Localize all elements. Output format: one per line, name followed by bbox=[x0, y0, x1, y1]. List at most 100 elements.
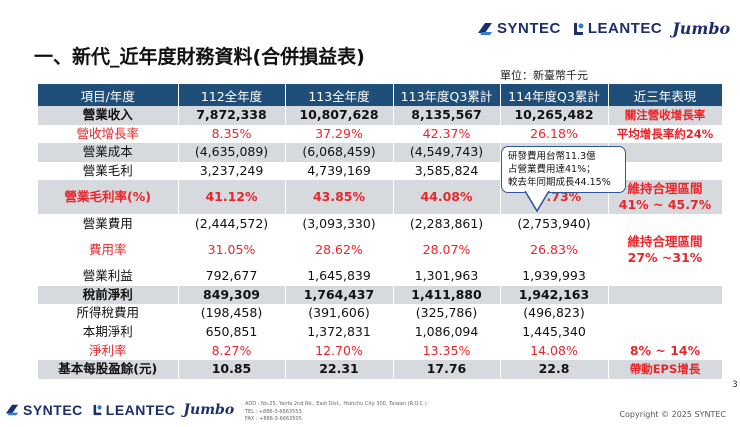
performance-note: 平均增長率約24% bbox=[608, 124, 723, 144]
rd-expense-callout: 研發費用台幣11.3億 占營業費用達41%； 較去年同期成長44.15% bbox=[501, 146, 626, 213]
cell-value: 10,265,482 bbox=[500, 106, 609, 125]
footer-syntec-logo: SYNTEC bbox=[4, 402, 83, 418]
cell-value: (496,823) bbox=[500, 304, 609, 323]
table-row: 營業費用 (2,444,572) (3,093,330) (2,283,861)… bbox=[38, 214, 723, 233]
table-row: 基本每股盈餘(元) 10.85 22.31 17.76 22.8 帶動EPS增長 bbox=[38, 359, 723, 379]
performance-note bbox=[608, 214, 723, 233]
footer-jumbo-logo: Jumbo bbox=[183, 402, 234, 418]
header-113-q3: 113年度Q3累計 bbox=[393, 84, 501, 106]
header-112: 112全年度 bbox=[178, 84, 286, 106]
address-text: ADD : No.25, Yanfa 2nd Rd., East Dist., … bbox=[245, 401, 427, 407]
cell-value: 1,086,094 bbox=[393, 322, 501, 342]
syntec-logo: SYNTEC bbox=[476, 20, 561, 37]
cell-value: 31.05% bbox=[178, 232, 286, 267]
table-row: 所得稅費用 (198,458) (391,606) (325,786) (496… bbox=[38, 304, 723, 323]
cell-value: (4,549,743) bbox=[393, 143, 501, 162]
cell-value: 28.62% bbox=[285, 232, 394, 267]
company-contact: ADD : No.25, Yanfa 2nd Rd., East Dist., … bbox=[245, 401, 427, 424]
cell-value: 26.83% bbox=[500, 232, 609, 267]
cell-value: (198,458) bbox=[178, 304, 286, 323]
cell-value: 1,445,340 bbox=[500, 322, 609, 342]
cell-value: 10.85 bbox=[178, 359, 286, 379]
table-row: 稅前淨利 849,309 1,764,437 1,411,880 1,942,1… bbox=[38, 285, 723, 305]
table-row: 營業利益 792,677 1,645,839 1,301,963 1,939,9… bbox=[38, 266, 723, 286]
table-row: 費用率 31.05% 28.62% 28.07% 26.83% 維持合理區間 27… bbox=[38, 232, 723, 267]
cell-value: 8.35% bbox=[178, 124, 286, 144]
cell-value: 1,764,437 bbox=[285, 285, 394, 305]
cell-value: (4,635,089) bbox=[178, 143, 286, 162]
footer: SYNTEC LEANTEC Jumbo ADD : No.25, Yanfa … bbox=[0, 398, 740, 427]
copyright-text: Copyright © 2025 SYNTEC bbox=[619, 410, 726, 419]
header-logos: SYNTEC LEANTEC Jumbo bbox=[476, 19, 730, 38]
cell-value: 17.76 bbox=[393, 359, 501, 379]
cell-value: 1,301,963 bbox=[393, 266, 501, 286]
syntec-logo-text: SYNTEC bbox=[497, 20, 561, 37]
performance-note bbox=[608, 322, 723, 342]
tel-text: TEL : +886-3-6663553 bbox=[245, 408, 302, 415]
callout-tail-icon bbox=[524, 191, 550, 213]
cell-value: 41.12% bbox=[178, 180, 286, 215]
leantec-logo: LEANTEC bbox=[571, 20, 662, 37]
performance-note: 維持合理區間 41% ~ 45.7% bbox=[608, 180, 723, 215]
performance-note: 8% ~ 14% bbox=[608, 341, 723, 360]
jumbo-logo: Jumbo bbox=[672, 19, 730, 38]
cell-value: 792,677 bbox=[178, 266, 286, 286]
cell-value: (2,753,940) bbox=[500, 214, 609, 233]
cell-value: 7,872,338 bbox=[178, 106, 286, 125]
cell-value: 3,237,249 bbox=[178, 161, 286, 181]
income-statement-table: 項目/年度 112全年度 113全年度 113年度Q3累計 114年度Q3累計 … bbox=[38, 84, 723, 379]
cell-value: 849,309 bbox=[178, 285, 286, 305]
footer-logos: SYNTEC LEANTEC Jumbo bbox=[4, 402, 234, 418]
cell-value: 1,411,880 bbox=[393, 285, 501, 305]
cell-value: (2,283,861) bbox=[393, 214, 501, 233]
performance-note: 維持合理區間 27% ~31% bbox=[608, 232, 723, 267]
cell-value: 1,645,839 bbox=[285, 266, 394, 286]
row-label: 營業收入 bbox=[38, 106, 179, 125]
table-header-row: 項目/年度 112全年度 113全年度 113年度Q3累計 114年度Q3累計 … bbox=[38, 84, 723, 106]
cell-value: 22.31 bbox=[285, 359, 394, 379]
row-label: 營業費用 bbox=[38, 214, 179, 233]
syntec-mark-icon bbox=[5, 404, 19, 416]
leantec-logo-text: LEANTEC bbox=[587, 20, 663, 37]
header-item: 項目/年度 bbox=[38, 84, 179, 106]
performance-note bbox=[608, 266, 723, 286]
unit-label: 單位：新臺幣千元 bbox=[500, 69, 588, 82]
table-row: 本期淨利 650,851 1,372,831 1,086,094 1,445,3… bbox=[38, 322, 723, 342]
cell-value: 8,135,567 bbox=[393, 106, 501, 125]
header-performance: 近三年表現 bbox=[608, 84, 723, 106]
cell-value: 8.27% bbox=[178, 341, 286, 360]
cell-value: 28.07% bbox=[393, 232, 501, 267]
performance-note: 帶動EPS增長 bbox=[608, 359, 723, 379]
cell-value: (325,786) bbox=[393, 304, 501, 323]
row-label: 淨利率 bbox=[38, 341, 179, 360]
cell-value: 26.18% bbox=[500, 124, 609, 144]
page-number: 3 bbox=[732, 380, 738, 390]
cell-value: 1,942,163 bbox=[500, 285, 609, 305]
table-row: 營收增長率 8.35% 37.29% 42.37% 26.18% 平均增長率約2… bbox=[38, 124, 723, 144]
cell-value: 650,851 bbox=[178, 322, 286, 342]
cell-value: 1,939,993 bbox=[500, 266, 609, 286]
row-label: 營業利益 bbox=[38, 266, 179, 286]
footer-leantec-text: LEANTEC bbox=[105, 402, 176, 418]
callout-line: 較去年同期成長44.15% bbox=[508, 177, 611, 188]
footer-jumbo-text: Jumbo bbox=[183, 402, 235, 418]
row-label: 所得稅費用 bbox=[38, 304, 179, 323]
callout-line: 研發費用台幣11.3億 bbox=[508, 151, 596, 162]
row-label: 營業毛利 bbox=[38, 161, 179, 181]
cell-value: 4,739,169 bbox=[285, 161, 394, 181]
syntec-mark-icon bbox=[478, 22, 492, 35]
cell-value: (6,068,459) bbox=[285, 143, 394, 162]
footer-leantec-logo: LEANTEC bbox=[91, 402, 176, 418]
table-row: 營業收入 7,872,338 10,807,628 8,135,567 10,2… bbox=[38, 106, 723, 125]
row-label: 基本每股盈餘(元) bbox=[38, 359, 179, 379]
cell-value: 22.8 bbox=[500, 359, 609, 379]
callout-line: 占營業費用達41%； bbox=[508, 164, 596, 175]
jumbo-logo-text: Jumbo bbox=[672, 19, 731, 38]
leantec-mark-icon bbox=[573, 22, 584, 35]
cell-value: 12.70% bbox=[285, 341, 394, 360]
fax-text: FAX : +886-3-6663505 bbox=[245, 416, 302, 422]
cell-value: 10,807,628 bbox=[285, 106, 394, 125]
footer-syntec-text: SYNTEC bbox=[23, 402, 83, 418]
row-label: 本期淨利 bbox=[38, 322, 179, 342]
performance-note bbox=[608, 304, 723, 323]
